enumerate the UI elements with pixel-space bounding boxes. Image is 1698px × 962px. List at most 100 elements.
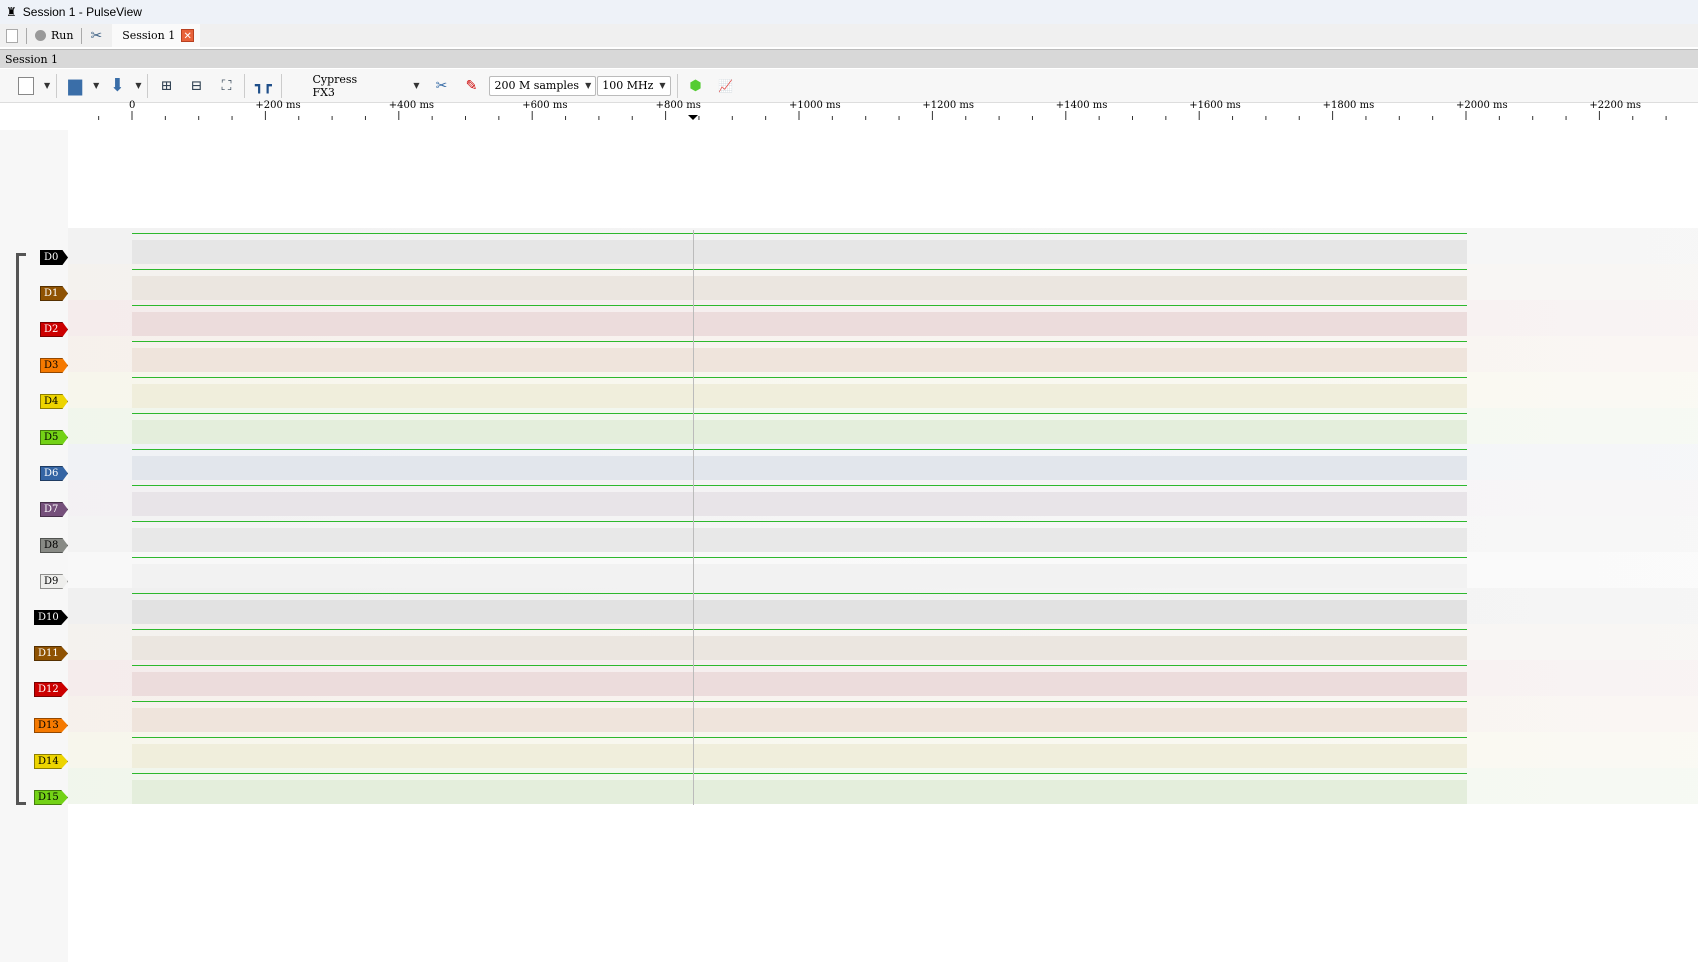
channel-label-d8[interactable]: D8 (40, 538, 68, 553)
signal-trace (132, 665, 1467, 666)
save-file-icon[interactable]: ⬇ (109, 75, 125, 96)
chevron-down-icon: ▼ (413, 81, 420, 90)
channel-label-d6[interactable]: D6 (40, 466, 68, 481)
trace-background (132, 636, 1467, 660)
zoom-in-icon[interactable]: ⊞ (160, 77, 173, 94)
channel-row-d5 (68, 408, 1698, 444)
channel-label-d10[interactable]: D10 (34, 610, 68, 625)
channel-label-d3[interactable]: D3 (40, 358, 68, 373)
ruler-label: +2000 ms (1456, 100, 1508, 111)
channel-label-d12[interactable]: D12 (34, 682, 68, 697)
new-view-icon[interactable] (14, 74, 38, 98)
add-math-signal-icon[interactable]: 📈 (718, 78, 734, 93)
ruler-label: +400 ms (388, 100, 435, 111)
run-label: Run (51, 29, 74, 42)
title-bar: ♜ Session 1 - PulseView (0, 0, 1698, 24)
time-ruler[interactable]: 0 +200 ms +400 ms +600 ms +800 ms +1000 ms +12… (68, 100, 1698, 130)
trace-background (132, 564, 1467, 588)
add-decoder-icon[interactable]: ⬢ (689, 77, 702, 94)
chevron-down-icon[interactable]: ▼ (44, 81, 51, 90)
trace-background (132, 780, 1467, 804)
separator (676, 73, 678, 98)
channel-row-d0 (68, 228, 1698, 264)
separator (26, 27, 27, 44)
channel-label-d5[interactable]: D5 (40, 430, 68, 445)
separator (81, 27, 83, 44)
trace-background (132, 348, 1467, 372)
device-selector[interactable]: Cypress FX3 ▼ (308, 73, 423, 99)
channel-row-d2 (68, 300, 1698, 336)
ruler-label: +1200 ms (922, 100, 975, 111)
channel-row-d8 (68, 516, 1698, 552)
pulseview-logo-icon: ♜ (6, 5, 17, 19)
chevron-down-icon[interactable]: ▼ (93, 81, 100, 90)
trace-background (132, 672, 1467, 696)
channel-label-d4[interactable]: D4 (40, 394, 68, 409)
signal-trace (132, 269, 1467, 270)
window-title: Session 1 - PulseView (22, 5, 142, 19)
trace-background (132, 312, 1467, 336)
new-session-icon[interactable] (6, 28, 18, 43)
signal-trace (132, 485, 1467, 486)
ruler-label: +600 ms (522, 100, 568, 111)
close-icon[interactable]: ✕ (181, 29, 195, 42)
ruler-label: +1800 ms (1322, 100, 1375, 111)
run-button[interactable]: Run (35, 29, 73, 42)
trace-background (132, 600, 1467, 624)
separator (56, 73, 58, 98)
trace-background (132, 456, 1467, 480)
ruler-ticks (98, 111, 1667, 120)
channel-label-d7[interactable]: D7 (40, 502, 68, 517)
trace-background (132, 708, 1467, 732)
channel-row-d12 (68, 660, 1698, 696)
channel-row-d3 (68, 336, 1698, 372)
run-indicator-icon (35, 30, 46, 41)
tab-session-1[interactable]: Session 1 ✕ (112, 24, 201, 47)
sample-count-value: 200 M samples (494, 79, 580, 92)
samplerate-select[interactable]: 100 MHz ▼ (597, 75, 671, 96)
signal-trace (132, 305, 1467, 306)
signal-trace (132, 557, 1467, 558)
chevron-down-icon: ▼ (659, 81, 666, 90)
channel-label-d14[interactable]: D14 (34, 754, 68, 769)
signal-trace (132, 233, 1467, 234)
signal-trace (132, 593, 1467, 594)
channel-row-d13 (68, 696, 1698, 732)
channel-group-bracket (16, 253, 26, 805)
channel-label-d13[interactable]: D13 (34, 718, 68, 733)
chevron-down-icon[interactable]: ▼ (135, 81, 142, 90)
ruler-label: 0 (129, 100, 136, 111)
sample-count-select[interactable]: 200 M samples ▼ (489, 75, 597, 96)
separator (244, 73, 246, 98)
channel-row-d11 (68, 624, 1698, 660)
signal-trace (132, 629, 1467, 630)
zoom-fit-icon[interactable]: ⛶ (221, 77, 232, 94)
trigger-marker-line (693, 230, 694, 805)
probe-config-icon[interactable]: ✎ (465, 77, 478, 94)
session-header: Session 1 (0, 49, 1698, 68)
trace-background (132, 420, 1467, 444)
separator (147, 73, 149, 98)
trigger-marker-icon[interactable] (688, 115, 698, 120)
channel-label-d1[interactable]: D1 (40, 286, 68, 301)
ruler-label: +200 ms (255, 100, 301, 111)
trace-background (132, 240, 1467, 264)
signal-trace (132, 737, 1467, 738)
samplerate-value: 100 MHz (602, 79, 654, 92)
channel-label-d11[interactable]: D11 (34, 646, 68, 661)
signal-trace (132, 449, 1467, 450)
settings-tools-icon[interactable]: ✂ (90, 27, 103, 44)
channel-label-d2[interactable]: D2 (40, 322, 68, 337)
channel-label-d0[interactable]: D0 (40, 250, 68, 265)
device-config-icon[interactable]: ✂ (435, 77, 448, 94)
signal-trace (132, 701, 1467, 702)
channel-label-d15[interactable]: D15 (34, 790, 68, 805)
signal-trace (132, 521, 1467, 522)
cursors-icon[interactable]: ┓┏ (255, 77, 272, 94)
signal-trace (132, 413, 1467, 414)
open-file-icon[interactable]: ▆ (68, 75, 83, 96)
zoom-out-icon[interactable]: ⊟ (190, 77, 203, 94)
signal-trace (132, 377, 1467, 378)
signal-trace (132, 773, 1467, 774)
channel-label-d9[interactable]: D9 (40, 574, 68, 589)
